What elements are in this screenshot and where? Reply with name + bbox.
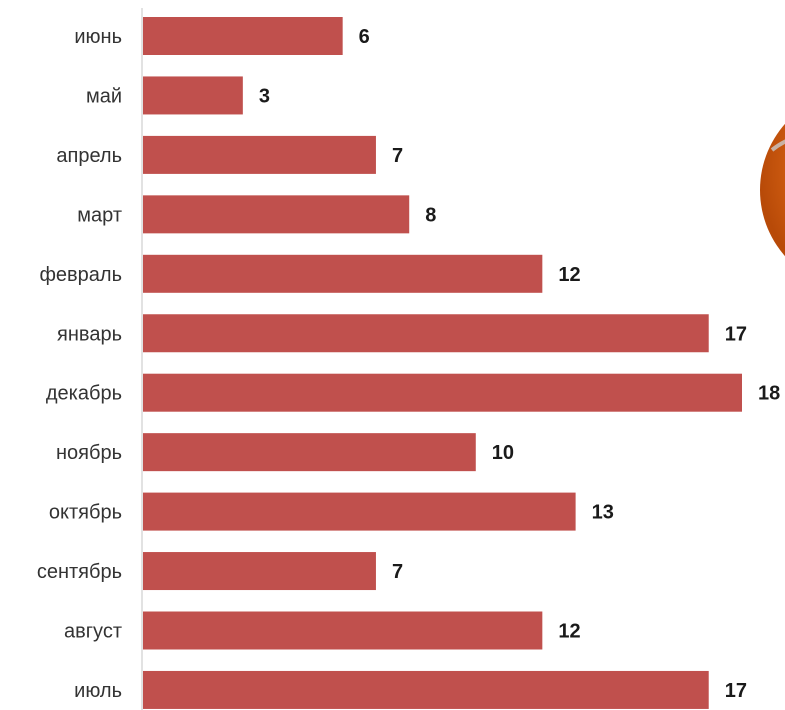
category-label: сентябрь bbox=[37, 561, 122, 583]
bar bbox=[143, 433, 476, 472]
category-label: август bbox=[64, 621, 122, 643]
bar bbox=[143, 492, 576, 531]
category-label: декабрь bbox=[46, 383, 122, 405]
category-label: февраль bbox=[39, 264, 122, 286]
category-label: ноябрь bbox=[56, 442, 122, 464]
value-label: 10 bbox=[492, 442, 514, 464]
decorative-orange-sphere bbox=[760, 123, 785, 257]
category-label: январь bbox=[57, 323, 122, 345]
category-label: апрель bbox=[56, 145, 122, 167]
value-labels: 6 3 7 8 12 17 18 10 13 7 12 17 bbox=[259, 26, 780, 702]
value-label: 7 bbox=[392, 145, 403, 167]
bar bbox=[143, 254, 543, 293]
bar bbox=[143, 373, 742, 412]
bar bbox=[143, 670, 709, 709]
bar bbox=[143, 17, 343, 55]
bars-group bbox=[143, 17, 742, 709]
category-label: июль bbox=[74, 680, 122, 702]
bar bbox=[143, 314, 709, 353]
value-label: 7 bbox=[392, 561, 403, 583]
value-label: 17 bbox=[725, 323, 747, 345]
value-label: 12 bbox=[558, 621, 580, 643]
value-label: 8 bbox=[425, 204, 436, 226]
category-label: май bbox=[86, 85, 122, 107]
bar bbox=[143, 552, 376, 591]
value-label: 6 bbox=[359, 26, 370, 48]
category-labels: июнь май апрель март февраль январь декабрь ноя… bbox=[37, 26, 122, 702]
value-label: 13 bbox=[592, 502, 614, 524]
value-label: 17 bbox=[725, 680, 747, 702]
value-label: 12 bbox=[558, 264, 580, 286]
bar bbox=[143, 135, 376, 174]
category-label: июнь bbox=[74, 26, 122, 48]
value-label: 3 bbox=[259, 85, 270, 107]
bar bbox=[143, 611, 543, 650]
category-label: октябрь bbox=[49, 502, 122, 524]
value-label: 18 bbox=[758, 383, 780, 405]
bar bbox=[143, 195, 410, 234]
bar bbox=[143, 76, 243, 115]
category-label: март bbox=[77, 204, 122, 226]
